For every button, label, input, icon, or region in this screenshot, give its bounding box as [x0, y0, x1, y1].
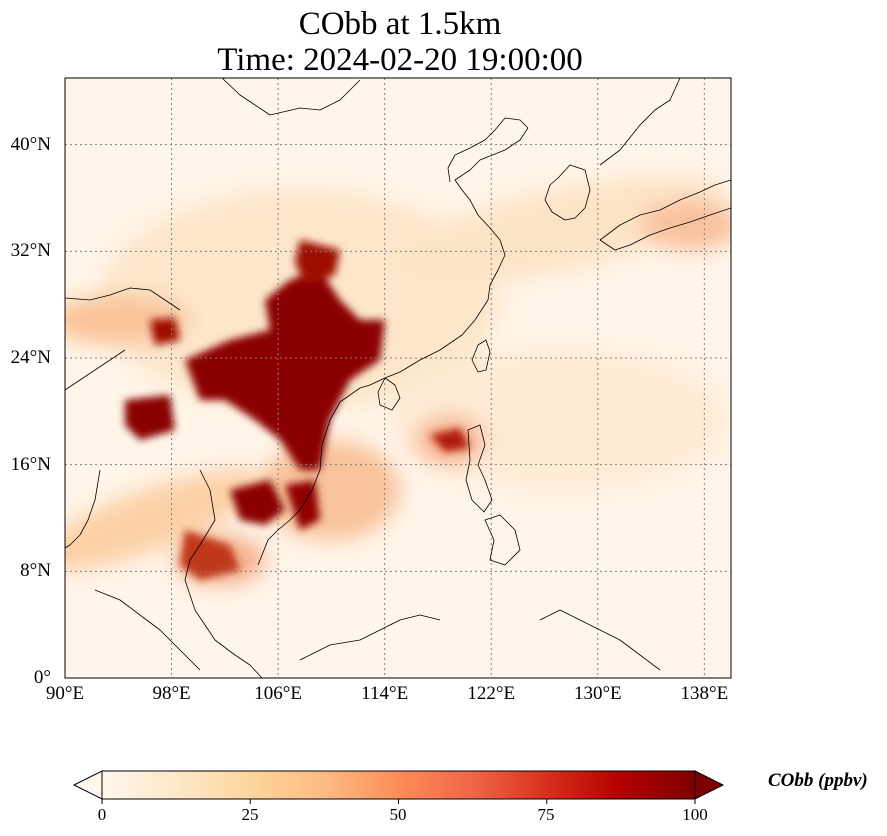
- colorbar-tick-label: 100: [682, 805, 708, 824]
- x-tick-label: 122°E: [467, 683, 516, 704]
- y-tick-label: 8°N: [20, 560, 51, 582]
- coastlines: [65, 78, 731, 678]
- x-tick-label: 114°E: [361, 683, 409, 704]
- colorbar-label: CObb (ppbv): [768, 770, 868, 791]
- colorbar-tick-label: 75: [537, 805, 555, 824]
- map-subtitle-time: Time: 2024-02-20 19:00:00: [217, 42, 583, 78]
- x-tick-label: 138°E: [680, 683, 729, 704]
- gridlines: [65, 78, 731, 678]
- y-tick-label: 24°N: [10, 347, 51, 368]
- cobb-field: [65, 177, 731, 585]
- map-title: CObb at 1.5km: [298, 6, 502, 42]
- map-frame: [64, 77, 732, 679]
- colorbar-tick-label: 50: [389, 805, 407, 824]
- y-tick-label: 40°N: [10, 133, 51, 155]
- colorbar: [72, 770, 725, 804]
- x-tick-label: 130°E: [573, 683, 622, 704]
- x-tick-label: 90°E: [45, 683, 85, 704]
- x-tick-label: 98°E: [152, 683, 191, 704]
- y-tick-label: 32°N: [10, 240, 51, 262]
- x-tick-label: 106°E: [254, 683, 302, 704]
- colorbar-tick-label: 0: [97, 805, 107, 824]
- colorbar-tick-label: 25: [241, 805, 259, 824]
- y-tick-label: 16°N: [10, 453, 51, 475]
- y-tick-label: 0°: [33, 667, 51, 688]
